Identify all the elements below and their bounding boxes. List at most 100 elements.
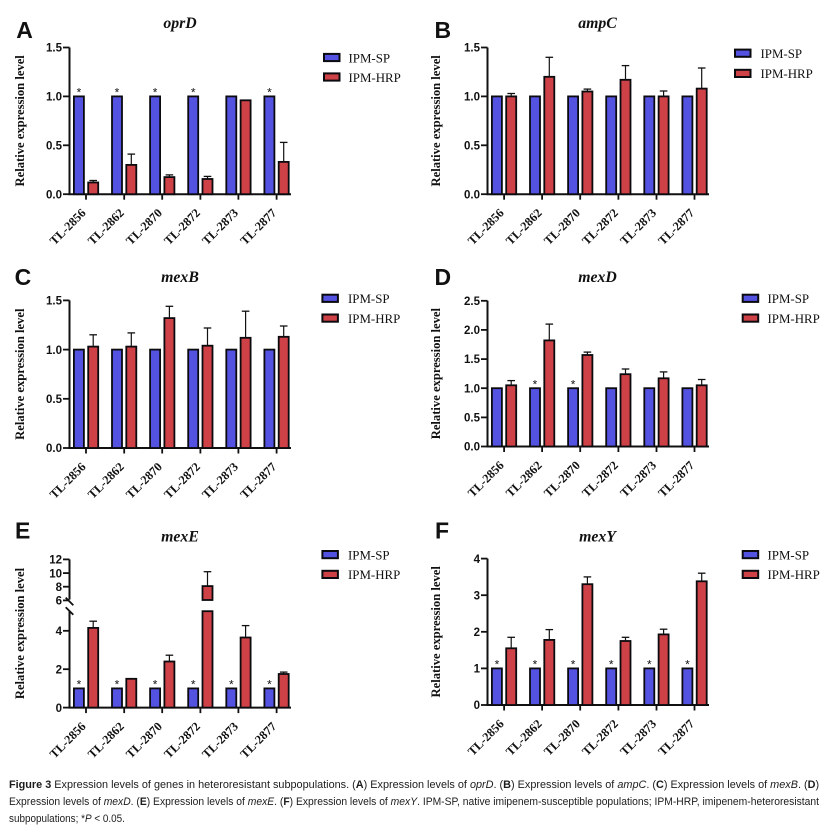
svg-text:*: * [685, 658, 690, 672]
svg-text:1.0: 1.0 [464, 383, 480, 395]
svg-text:TL-2870: TL-2870 [123, 460, 165, 502]
svg-text:2.0: 2.0 [464, 325, 480, 337]
svg-text:*: * [533, 658, 538, 672]
svg-text:1: 1 [474, 664, 481, 676]
svg-text:mexE: mexE [161, 529, 199, 546]
svg-text:*: * [115, 678, 120, 692]
svg-text:Relative expression level: Relative expression level [429, 566, 443, 698]
svg-text:TL-2872: TL-2872 [579, 206, 621, 248]
svg-text:TL-2872: TL-2872 [579, 458, 621, 500]
svg-text:*: * [77, 678, 82, 692]
svg-text:3: 3 [474, 590, 480, 602]
svg-text:TL-2856: TL-2856 [465, 717, 507, 759]
svg-text:D: D [435, 264, 452, 290]
svg-text:IPM-SP: IPM-SP [348, 292, 390, 306]
svg-text:TL-2877: TL-2877 [237, 719, 279, 761]
svg-text:0: 0 [56, 703, 62, 715]
svg-text:IPM-SP: IPM-SP [349, 51, 391, 65]
svg-text:TL-2872: TL-2872 [161, 719, 203, 761]
svg-text:12: 12 [49, 555, 62, 567]
svg-text:*: * [77, 86, 82, 100]
svg-text:TL-2862: TL-2862 [85, 719, 127, 761]
svg-text:TL-2873: TL-2873 [617, 458, 659, 500]
svg-text:1.0: 1.0 [464, 92, 480, 104]
svg-text:*: * [267, 86, 272, 100]
svg-text:IPM-SP: IPM-SP [768, 548, 810, 562]
svg-text:1.5: 1.5 [46, 43, 63, 55]
svg-text:*: * [609, 658, 614, 672]
svg-text:Relative expression level: Relative expression level [429, 55, 443, 187]
svg-text:Relative expression level: Relative expression level [429, 307, 443, 439]
svg-text:0.5: 0.5 [46, 141, 63, 153]
svg-text:1.5: 1.5 [464, 354, 481, 366]
svg-text:mexD: mexD [578, 269, 617, 286]
svg-text:4: 4 [474, 554, 481, 566]
svg-text:*: * [229, 678, 234, 692]
svg-text:TL-2872: TL-2872 [161, 206, 203, 248]
svg-text:IPM-SP: IPM-SP [768, 292, 810, 306]
svg-text:IPM-HRP: IPM-HRP [349, 71, 401, 85]
svg-text:IPM-HRP: IPM-HRP [348, 312, 400, 326]
svg-text:0.0: 0.0 [46, 189, 62, 201]
svg-text:A: A [16, 17, 33, 43]
svg-text:TL-2872: TL-2872 [161, 460, 203, 502]
svg-text:TL-2856: TL-2856 [47, 206, 89, 248]
svg-text:TL-2870: TL-2870 [541, 458, 583, 500]
svg-text:2.5: 2.5 [464, 296, 481, 308]
svg-text:IPM-SP: IPM-SP [348, 548, 390, 562]
svg-text:ampC: ampC [578, 15, 617, 32]
svg-text:2: 2 [56, 664, 62, 676]
svg-text:TL-2877: TL-2877 [655, 717, 697, 759]
svg-text:TL-2873: TL-2873 [199, 719, 241, 761]
svg-text:TL-2856: TL-2856 [47, 719, 89, 761]
svg-text:*: * [495, 658, 500, 672]
svg-text:*: * [153, 678, 158, 692]
svg-text:6: 6 [56, 596, 62, 608]
svg-text:0.0: 0.0 [464, 189, 480, 201]
svg-text:1.0: 1.0 [46, 92, 62, 104]
svg-text:0.5: 0.5 [464, 141, 481, 153]
svg-text:0: 0 [474, 700, 480, 712]
svg-text:B: B [435, 17, 452, 43]
svg-text:IPM-HRP: IPM-HRP [348, 568, 400, 582]
svg-text:1.5: 1.5 [46, 296, 63, 308]
svg-text:TL-2862: TL-2862 [85, 460, 127, 502]
svg-text:*: * [533, 377, 538, 391]
svg-text:C: C [15, 264, 32, 290]
svg-text:TL-2877: TL-2877 [655, 206, 697, 248]
svg-text:mexY: mexY [579, 529, 617, 546]
svg-text:4: 4 [56, 626, 63, 638]
svg-text:*: * [571, 658, 576, 672]
svg-text:IPM-SP: IPM-SP [761, 47, 803, 61]
svg-text:*: * [191, 86, 196, 100]
svg-text:TL-2877: TL-2877 [655, 458, 697, 500]
svg-text:IPM-HRP: IPM-HRP [768, 312, 820, 326]
svg-text:0.5: 0.5 [46, 394, 63, 406]
svg-text:TL-2873: TL-2873 [617, 206, 659, 248]
svg-text:1.5: 1.5 [464, 43, 481, 55]
svg-text:E: E [15, 517, 30, 543]
svg-text:*: * [571, 377, 576, 391]
svg-text:TL-2870: TL-2870 [541, 206, 583, 248]
svg-text:TL-2856: TL-2856 [47, 460, 89, 502]
svg-text:IPM-HRP: IPM-HRP [761, 67, 813, 81]
svg-text:mexB: mexB [161, 269, 199, 286]
svg-text:TL-2873: TL-2873 [617, 717, 659, 759]
svg-text:0.0: 0.0 [464, 442, 480, 454]
svg-text:TL-2877: TL-2877 [237, 460, 279, 502]
svg-text:8: 8 [56, 582, 63, 594]
svg-text:TL-2870: TL-2870 [541, 717, 583, 759]
svg-text:TL-2870: TL-2870 [123, 206, 165, 248]
svg-text:TL-2870: TL-2870 [123, 719, 165, 761]
svg-text:10: 10 [49, 568, 62, 580]
svg-text:TL-2862: TL-2862 [85, 206, 127, 248]
svg-text:0.5: 0.5 [464, 413, 481, 425]
svg-text:IPM-HRP: IPM-HRP [768, 568, 820, 582]
svg-text:Relative expression level: Relative expression level [13, 55, 27, 187]
svg-text:oprD: oprD [163, 15, 197, 32]
svg-text:0.0: 0.0 [46, 443, 62, 455]
svg-text:2: 2 [474, 627, 480, 639]
svg-text:*: * [647, 658, 652, 672]
svg-text:F: F [435, 517, 449, 543]
svg-text:TL-2872: TL-2872 [579, 717, 621, 759]
